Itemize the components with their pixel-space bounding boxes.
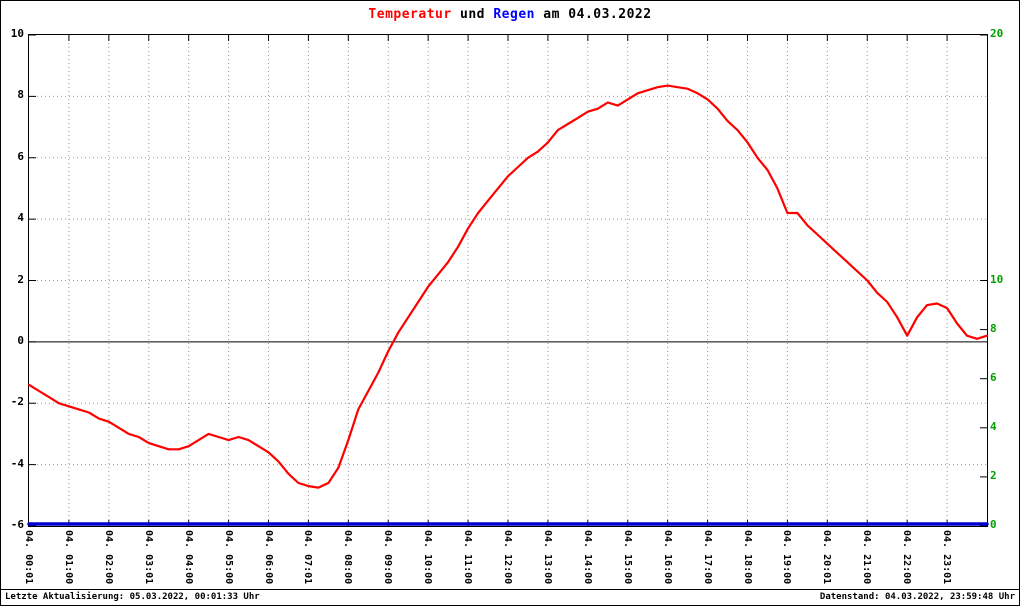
chart-plot-area [27, 34, 989, 527]
temperature-axis-tick-label: 2 [17, 272, 24, 286]
time-axis-tick-label: 04. 18:00 [741, 530, 753, 585]
rain-axis-right: 20 10 8 6 4 2 0 [990, 27, 1018, 531]
time-axis-tick-label: 04. 11:00 [462, 530, 474, 585]
temperature-axis-tick-label: -2 [10, 395, 24, 409]
time-axis-tick-label: 04. 20:01 [821, 530, 833, 585]
time-axis-tick-label: 04. 19:00 [781, 530, 793, 585]
time-axis-tick-label: 04. 22:00 [901, 530, 913, 585]
rain-axis-tick-label: 8 [990, 321, 997, 335]
rain-axis-tick-label: 6 [990, 370, 997, 384]
status-bar: Letzte Aktualisierung: 05.03.2022, 00:01… [1, 589, 1019, 605]
temperature-axis-tick-label: 10 [10, 27, 24, 40]
time-axis-tick-label: 04. 04:00 [182, 530, 194, 585]
time-axis-tick-label: 04. 15:00 [621, 530, 633, 585]
temperature-axis-tick-label: 8 [17, 88, 24, 102]
time-axis-tick-label: 04. 06:00 [262, 530, 274, 585]
time-axis-tick-label: 04. 03:01 [142, 530, 154, 585]
title-temperature-label: Temperatur [368, 7, 452, 22]
rain-axis-tick-label: 20 [990, 27, 1004, 40]
temperature-axis-tick-label: -4 [10, 456, 24, 470]
chart-title: Temperatur und Regen am 04.03.2022 [1, 7, 1019, 22]
rain-axis-tick-label: 2 [990, 468, 997, 482]
time-axis-tick-label: 04. 17:00 [701, 530, 713, 585]
temperature-line [27, 84, 989, 489]
chart-canvas [27, 34, 989, 527]
time-axis-tick-label: 04. 07:01 [302, 530, 314, 585]
temperature-axis-left: 10 8 6 4 2 0 -2 -4 -6 [1, 27, 25, 531]
title-date-label: am 04.03.2022 [534, 7, 652, 22]
temperature-axis-tick-label: 0 [17, 333, 24, 347]
time-axis-tick-label: 04. 13:00 [541, 530, 553, 585]
time-axis-tick-label: 04. 05:00 [222, 530, 234, 585]
rain-axis-tick-label: 0 [990, 518, 997, 531]
time-axis-tick-label: 04. 12:00 [502, 530, 513, 585]
last-update-text: Letzte Aktualisierung: 05.03.2022, 00:01… [5, 592, 260, 602]
temperature-axis-tick-label: 6 [17, 149, 24, 163]
time-axis-tick-label: 04. 16:00 [661, 530, 673, 585]
temperature-axis-tick-label: 4 [17, 211, 24, 225]
rain-axis-tick-label: 4 [990, 419, 997, 433]
title-regen-label: Regen [493, 7, 535, 22]
time-axis-tick-label: 04. 09:00 [382, 530, 394, 585]
time-axis-tick-label: 04. 02:00 [102, 530, 114, 585]
rain-axis-tick-label: 10 [990, 272, 1004, 286]
time-axis-tick-label: 04. 10:00 [422, 530, 434, 585]
time-axis: 04. 00:01 04. 01:00 04. 02:00 04. 03:01 04. … [23, 528, 986, 590]
time-axis-tick-label: 04. 08:00 [342, 530, 354, 585]
title-und-label: und [451, 7, 494, 22]
time-axis-tick-label: 04. 00:01 [23, 530, 34, 585]
time-axis-tick-label: 04. 23:01 [941, 530, 953, 585]
time-axis-tick-label: 04. 01:00 [62, 530, 74, 585]
time-axis-tick-label: 04. 14:00 [581, 530, 593, 585]
time-axis-tick-label: 04. 21:00 [861, 530, 873, 585]
data-timestamp-text: Datenstand: 04.03.2022, 23:59:48 Uhr [819, 592, 1015, 602]
temperature-axis-tick-label: -6 [10, 518, 24, 531]
